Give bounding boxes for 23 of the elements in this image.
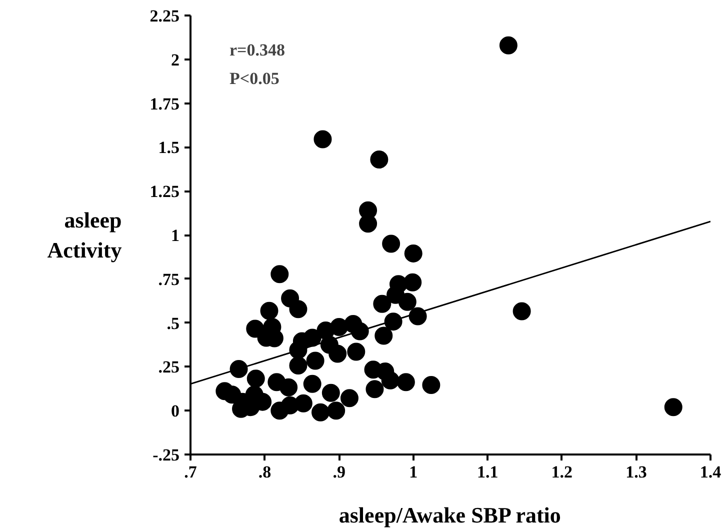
x-tick-label: .7 (184, 462, 198, 482)
y-tick-label: 0 (171, 402, 180, 421)
y-axis-title: asleep Activity (47, 208, 122, 262)
y-tick-label: .5 (166, 314, 180, 333)
x-tick-label: .8 (258, 462, 272, 482)
x-tick-label: .9 (332, 462, 346, 482)
annotation: r=0.348 (230, 40, 285, 60)
x-tick-label: 1.4 (700, 462, 722, 482)
x-tick-label: 1.3 (626, 462, 647, 482)
y-tick-label: 2.25 (150, 6, 180, 26)
x-axis-title: asleep/Awake SBP ratio (338, 502, 561, 528)
y-tick-label: .25 (158, 358, 180, 377)
y-tick-label: 2 (171, 50, 180, 70)
x-tick-label: 1.1 (477, 462, 498, 482)
x-tick-label: 1.2 (551, 462, 573, 482)
x-tick-label: 1 (409, 462, 418, 482)
y-tick-label: 1.5 (158, 138, 180, 158)
y-tick-label: 1.75 (150, 94, 180, 114)
y-tick-label: -.25 (152, 446, 180, 464)
y-tick-label: 1 (171, 226, 180, 245)
y-tick-label: 1.25 (150, 182, 180, 202)
y-tick-label: .75 (158, 270, 180, 289)
annotation: P<0.05 (230, 68, 280, 88)
